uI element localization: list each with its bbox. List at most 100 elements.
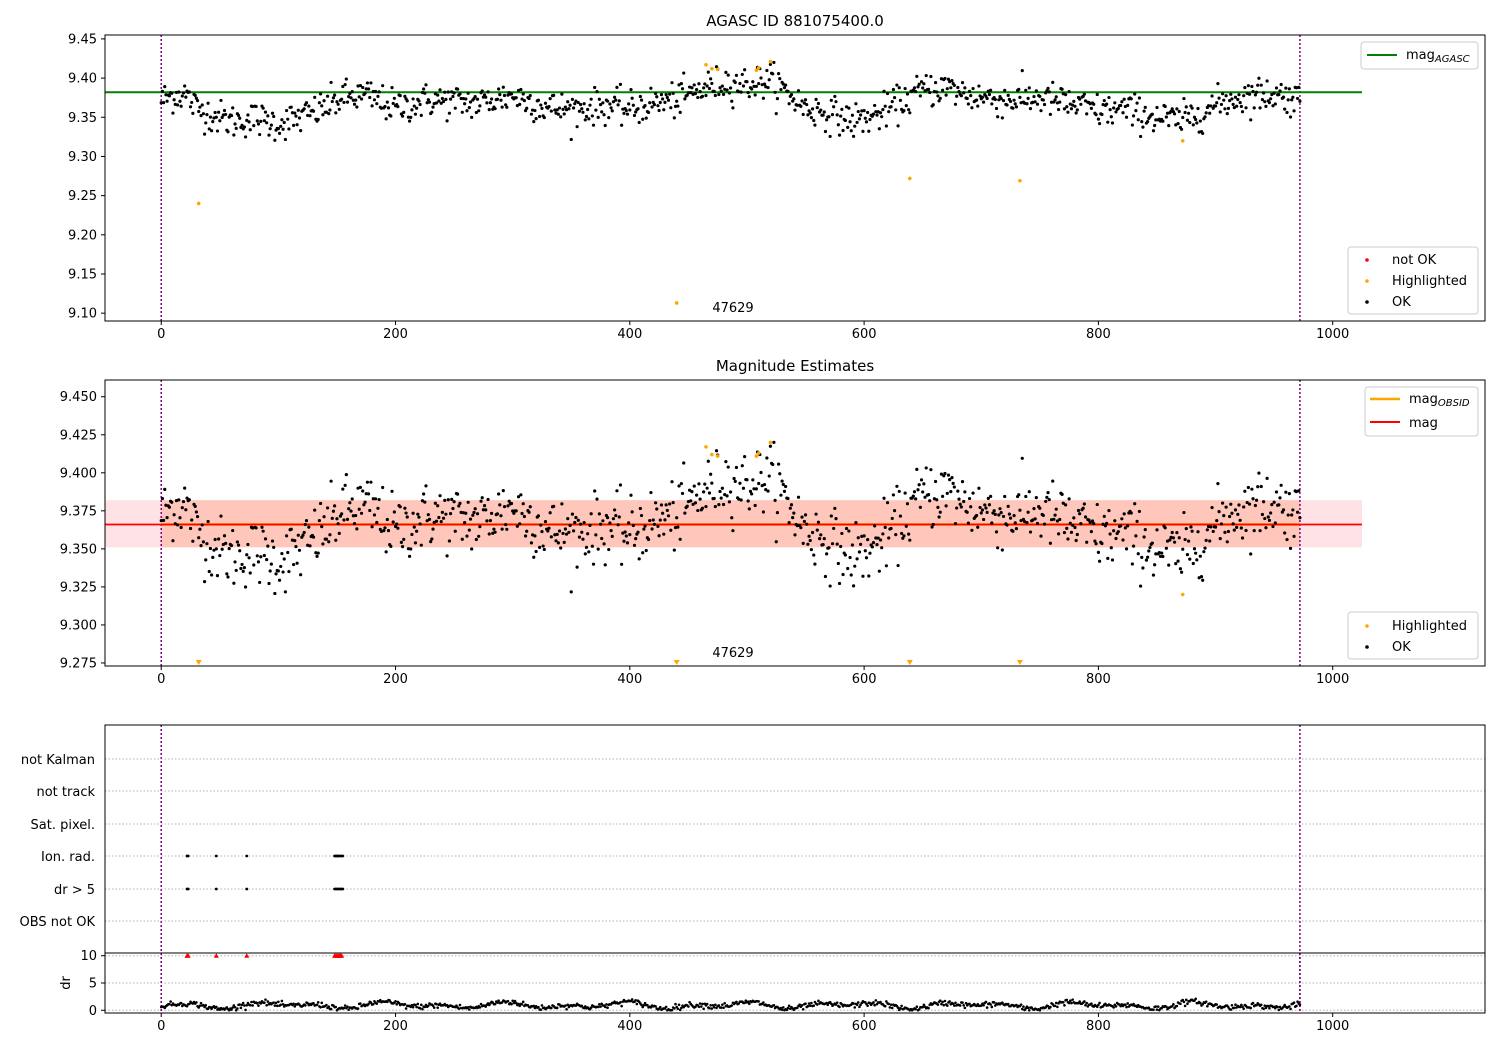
- ok-point: [1124, 115, 1129, 119]
- ok-point: [967, 89, 972, 93]
- dr-point: [1019, 1003, 1023, 1006]
- ok-point: [1223, 530, 1227, 535]
- ok-point: [413, 112, 418, 116]
- ok-point: [1239, 526, 1243, 530]
- ok-point: [1195, 558, 1199, 562]
- ok-point: [391, 520, 395, 524]
- ok-point: [754, 487, 758, 491]
- ok-point: [1203, 546, 1207, 550]
- ok-point: [1281, 95, 1286, 99]
- ok-point: [1259, 83, 1263, 87]
- ok-point: [552, 93, 556, 97]
- ok-point: [456, 87, 460, 91]
- ok-point: [1008, 516, 1013, 520]
- ok-point: [1053, 98, 1057, 102]
- dr-point: [520, 1003, 524, 1006]
- ok-point: [229, 543, 234, 548]
- ok-point: [892, 95, 897, 100]
- ok-point: [1185, 118, 1190, 122]
- ok-point: [766, 85, 770, 90]
- ok-point: [355, 105, 359, 109]
- dr-point: [1215, 1003, 1219, 1006]
- dr-point: [1097, 1003, 1100, 1007]
- ok-point: [316, 117, 320, 122]
- ok-point: [179, 525, 183, 530]
- ok-point: [1179, 127, 1184, 131]
- ok-point: [424, 83, 428, 87]
- ok-point: [753, 503, 757, 508]
- ok-point: [675, 516, 679, 520]
- ok-point: [475, 97, 480, 101]
- ok-point: [1194, 117, 1198, 122]
- ok-point: [765, 68, 769, 73]
- ok-point: [602, 113, 606, 117]
- ok-point: [805, 102, 809, 107]
- ok-point: [439, 101, 443, 105]
- ok-point: [1064, 93, 1068, 97]
- ok-point: [702, 86, 706, 90]
- ok-point: [814, 512, 818, 516]
- ok-point: [615, 85, 619, 89]
- ok-point: [890, 516, 894, 521]
- ok-point: [304, 101, 309, 105]
- ok-point: [295, 123, 299, 127]
- ok-point: [916, 85, 920, 89]
- ok-point: [284, 108, 289, 113]
- ok-point: [224, 541, 228, 545]
- ok-point: [728, 490, 733, 494]
- ok-point: [1194, 551, 1198, 555]
- ok-point: [874, 110, 878, 114]
- ok-point: [1089, 529, 1093, 534]
- ok-point: [559, 115, 563, 119]
- ok-point: [313, 95, 317, 99]
- dr-point: [1156, 1005, 1160, 1008]
- ok-point: [730, 516, 734, 520]
- ok-point: [539, 103, 543, 107]
- ok-point: [1153, 563, 1157, 567]
- ok-point: [793, 533, 797, 537]
- ok-point: [1119, 103, 1123, 108]
- ok-point: [966, 521, 970, 525]
- y-tick-label: 9.450: [60, 390, 97, 405]
- ok-point: [1103, 524, 1108, 528]
- ok-point: [1046, 86, 1050, 90]
- ok-point: [851, 584, 856, 588]
- ok-point: [460, 537, 464, 541]
- ok-point: [853, 564, 857, 568]
- ok-point: [451, 94, 455, 99]
- ok-point: [213, 537, 217, 542]
- ok-point: [974, 513, 979, 518]
- ok-point: [248, 571, 252, 575]
- ok-point: [754, 84, 758, 88]
- ok-point: [653, 501, 658, 505]
- dr-point: [514, 1001, 518, 1005]
- ok-point: [1012, 514, 1016, 518]
- ok-point: [334, 111, 338, 115]
- ok-point: [1252, 528, 1256, 533]
- ok-point: [1211, 106, 1215, 110]
- ok-point: [999, 511, 1003, 515]
- panel1-frame: [104, 34, 1486, 322]
- ok-point: [198, 105, 202, 109]
- ok-point: [682, 71, 686, 75]
- ok-point: [1181, 115, 1185, 120]
- dr-point: [698, 1002, 702, 1005]
- dr-point: [1266, 1004, 1270, 1008]
- ok-point: [160, 89, 165, 93]
- ok-point: [563, 527, 567, 531]
- ok-point: [1042, 522, 1047, 526]
- ok-point: [885, 501, 890, 505]
- ok-point: [608, 102, 612, 106]
- ok-point: [847, 529, 851, 533]
- ok-point: [796, 495, 801, 499]
- ok-point: [478, 104, 482, 108]
- ok-point: [176, 103, 180, 107]
- ok-point: [1082, 92, 1086, 96]
- ok-point: [918, 94, 922, 98]
- ok-point: [170, 91, 174, 95]
- ok-point: [519, 493, 523, 497]
- ok-point: [1039, 109, 1043, 113]
- ok-point: [984, 506, 988, 510]
- ok-point: [1184, 105, 1188, 109]
- ok-point: [402, 537, 406, 542]
